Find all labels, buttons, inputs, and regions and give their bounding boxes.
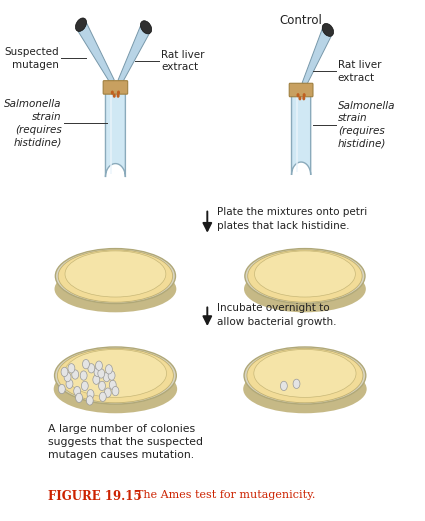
Circle shape xyxy=(111,91,114,95)
Text: Suspected
mutagen: Suspected mutagen xyxy=(5,47,59,70)
Ellipse shape xyxy=(76,18,87,31)
Polygon shape xyxy=(118,23,150,83)
Circle shape xyxy=(297,93,300,97)
Circle shape xyxy=(68,364,75,373)
Text: Salmonella
strain
(requires
histidine): Salmonella strain (requires histidine) xyxy=(4,99,62,147)
Circle shape xyxy=(113,94,116,98)
Text: Control: Control xyxy=(280,15,323,27)
Circle shape xyxy=(82,359,89,369)
Circle shape xyxy=(103,373,110,382)
Polygon shape xyxy=(292,84,311,175)
Circle shape xyxy=(99,381,105,391)
Circle shape xyxy=(109,380,116,390)
Ellipse shape xyxy=(54,266,176,312)
Circle shape xyxy=(104,388,111,398)
Ellipse shape xyxy=(54,347,176,404)
Circle shape xyxy=(66,379,73,389)
Circle shape xyxy=(58,384,65,394)
Bar xyxy=(110,93,112,175)
Ellipse shape xyxy=(254,350,356,398)
Circle shape xyxy=(96,361,102,370)
Circle shape xyxy=(87,390,94,399)
Circle shape xyxy=(93,375,100,384)
Circle shape xyxy=(302,96,305,101)
Ellipse shape xyxy=(65,251,166,297)
Polygon shape xyxy=(105,82,125,177)
Text: Rat liver
extract: Rat liver extract xyxy=(338,60,381,82)
Circle shape xyxy=(112,387,119,396)
Ellipse shape xyxy=(55,249,176,304)
Circle shape xyxy=(81,381,88,391)
Ellipse shape xyxy=(248,250,362,302)
Ellipse shape xyxy=(244,347,366,404)
Circle shape xyxy=(61,367,68,377)
Ellipse shape xyxy=(247,349,363,403)
Text: A large number of colonies
suggests that the suspected
mutagen causes mutation.: A large number of colonies suggests that… xyxy=(48,424,203,460)
Circle shape xyxy=(94,367,101,377)
Polygon shape xyxy=(76,20,114,83)
Text: Plate the mixtures onto petri
plates that lack histidine.: Plate the mixtures onto petri plates tha… xyxy=(217,207,367,231)
FancyBboxPatch shape xyxy=(103,81,127,94)
Ellipse shape xyxy=(58,250,173,302)
Circle shape xyxy=(116,94,120,98)
Text: Incubate overnight to
allow bacterial growth.: Incubate overnight to allow bacterial gr… xyxy=(217,303,336,327)
Circle shape xyxy=(72,370,79,379)
Circle shape xyxy=(293,379,300,389)
Bar xyxy=(296,95,298,172)
Circle shape xyxy=(108,371,115,380)
Circle shape xyxy=(99,392,106,402)
Ellipse shape xyxy=(243,365,367,413)
Ellipse shape xyxy=(255,251,355,297)
Text: FIGURE 19.15: FIGURE 19.15 xyxy=(48,490,141,503)
Circle shape xyxy=(105,365,112,374)
Circle shape xyxy=(280,381,287,391)
Circle shape xyxy=(80,371,87,380)
Polygon shape xyxy=(302,26,332,86)
Circle shape xyxy=(98,369,105,378)
Circle shape xyxy=(303,93,306,97)
Ellipse shape xyxy=(64,350,167,398)
Ellipse shape xyxy=(140,21,152,34)
Ellipse shape xyxy=(244,266,366,312)
Text: Rat liver
extract: Rat liver extract xyxy=(161,50,204,72)
Circle shape xyxy=(76,393,82,403)
FancyBboxPatch shape xyxy=(289,83,313,97)
Circle shape xyxy=(86,396,93,405)
Ellipse shape xyxy=(57,349,173,403)
Circle shape xyxy=(88,364,95,373)
Ellipse shape xyxy=(245,249,365,304)
Circle shape xyxy=(117,91,120,95)
Circle shape xyxy=(74,387,81,396)
Text: Salmonella
strain
(requires
histidine): Salmonella strain (requires histidine) xyxy=(338,101,395,149)
Ellipse shape xyxy=(54,365,177,413)
Circle shape xyxy=(64,373,71,382)
Circle shape xyxy=(298,96,301,101)
Ellipse shape xyxy=(322,23,334,36)
Text: The Ames test for mutagenicity.: The Ames test for mutagenicity. xyxy=(129,490,315,500)
